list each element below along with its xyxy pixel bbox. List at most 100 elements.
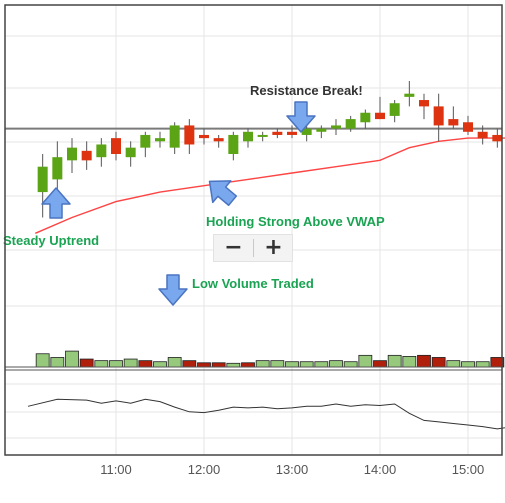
candle	[433, 93, 444, 142]
candle	[477, 125, 488, 145]
candle	[213, 134, 224, 148]
candle-body	[287, 131, 297, 135]
candle-body	[301, 128, 312, 135]
volume-bar	[329, 360, 343, 368]
candle-body	[243, 131, 253, 142]
volume-bar	[270, 360, 285, 368]
candle-body	[67, 147, 77, 161]
resistance-break-label: Resistance Break!	[250, 83, 363, 98]
volume-bar	[461, 361, 475, 368]
candle	[463, 115, 473, 135]
vwap-hold-label: Holding Strong Above VWAP	[206, 214, 385, 229]
x-axis: 11:00 12:00 13:00 14:00 15:00	[100, 462, 484, 477]
candle	[81, 141, 92, 170]
volume-bar	[211, 362, 226, 368]
candle	[272, 128, 283, 139]
volume-bar	[123, 358, 138, 368]
volume-bar	[431, 357, 446, 368]
resistance-arrow-icon	[286, 101, 316, 133]
volume-bars	[35, 350, 505, 368]
volume-bar	[241, 362, 255, 368]
candle-body	[228, 134, 239, 154]
arrow-shape	[158, 274, 188, 306]
arrow-shape	[208, 180, 238, 206]
volume-bar	[226, 362, 241, 368]
x-tick-label: 13:00	[276, 462, 309, 477]
candle	[287, 125, 297, 139]
minus-icon: −	[224, 235, 243, 260]
arrow-shape	[286, 101, 316, 133]
zoom-control: − +	[213, 234, 293, 262]
candle-body	[52, 157, 63, 180]
candle-body	[140, 134, 151, 148]
indicator-line	[27, 398, 505, 430]
candle	[301, 125, 312, 142]
candle	[492, 128, 503, 148]
volume-bar	[94, 360, 109, 368]
x-tick-label: 14:00	[364, 462, 397, 477]
candle	[155, 131, 165, 148]
candle	[243, 128, 253, 148]
volume-bar	[167, 357, 182, 368]
candle-body	[169, 125, 180, 148]
candle-body	[477, 131, 488, 139]
candle	[228, 131, 239, 161]
arrow-shape	[41, 187, 71, 219]
candle-body	[492, 134, 503, 142]
candle	[404, 81, 415, 107]
volume-bar	[387, 354, 402, 368]
candle-body	[419, 100, 429, 107]
candle-body	[375, 112, 385, 120]
volume-bar	[314, 361, 329, 368]
candle	[331, 119, 341, 135]
candle-body	[331, 125, 341, 129]
candle	[448, 106, 459, 129]
uptrend-arrow-icon	[41, 187, 71, 219]
volume-bar	[475, 361, 490, 368]
candle-body	[184, 125, 195, 145]
candles	[37, 81, 503, 218]
candle-body	[360, 112, 371, 123]
grid-lines	[5, 5, 502, 455]
volume-bar	[65, 350, 79, 368]
candle	[257, 131, 268, 142]
plus-icon: +	[264, 235, 283, 260]
candle-body	[463, 122, 473, 132]
candle	[345, 115, 356, 132]
volume-bar	[138, 360, 153, 368]
volume-bar	[153, 361, 167, 368]
candle	[184, 119, 195, 154]
volume-bar	[109, 360, 123, 368]
zoom-out-button[interactable]: −	[214, 235, 253, 261]
candle	[125, 141, 136, 167]
candle	[419, 93, 429, 120]
candle-body	[316, 128, 327, 132]
volume-bar	[182, 360, 197, 368]
candle	[169, 122, 180, 154]
candle	[199, 128, 209, 145]
volume-bar	[197, 362, 211, 368]
candle	[375, 96, 385, 120]
volume-bar	[35, 353, 50, 368]
volume-bar	[402, 355, 417, 368]
candle-body	[404, 93, 415, 97]
volume-bar	[79, 358, 94, 368]
candle	[37, 154, 48, 218]
volume-bar	[446, 360, 461, 368]
candle-body	[448, 119, 459, 126]
volume-arrow-icon	[158, 274, 188, 306]
candle-body	[96, 144, 107, 158]
candle-body	[125, 147, 136, 158]
steady-uptrend-label: Steady Uptrend	[3, 233, 99, 248]
candle-body	[272, 131, 283, 135]
chart-frame	[4, 4, 503, 456]
candle	[316, 125, 327, 139]
zoom-in-button[interactable]: +	[254, 235, 293, 261]
volume-bar	[285, 361, 299, 368]
candle-body	[389, 103, 400, 116]
volume-bar	[255, 360, 270, 368]
candle	[67, 138, 77, 174]
candle	[96, 138, 107, 167]
candle-body	[199, 134, 209, 139]
